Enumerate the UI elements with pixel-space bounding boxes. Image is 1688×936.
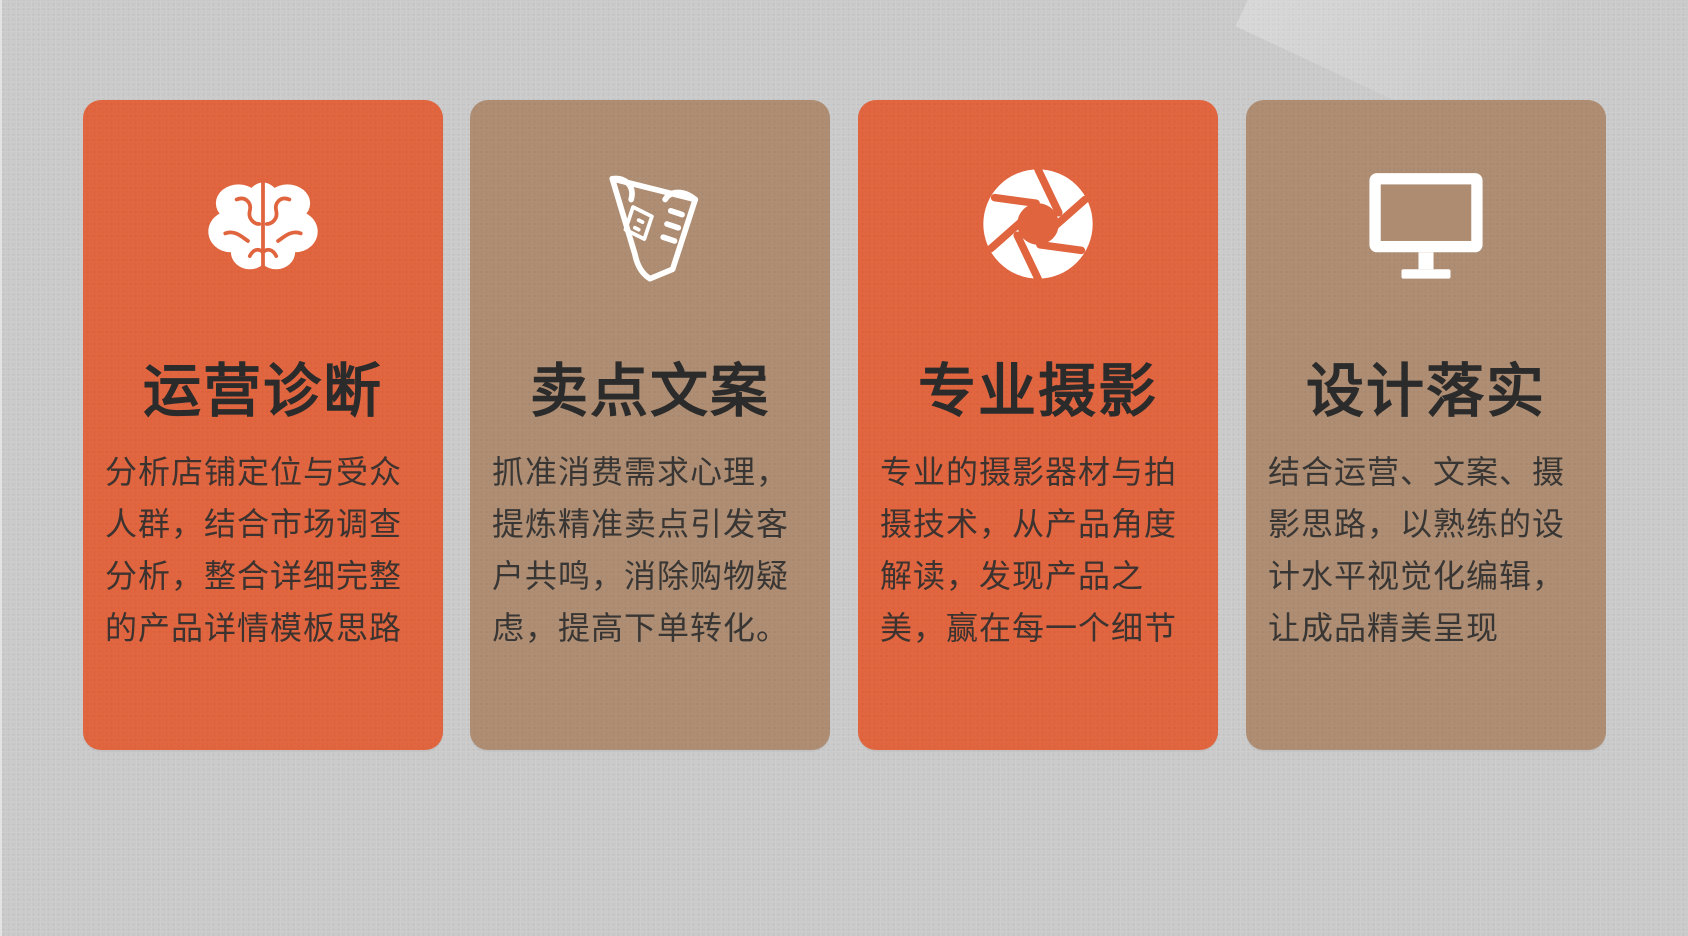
card-icon-container	[1246, 158, 1606, 290]
card-description: 抓准消费需求心理，提炼精准卖点引发客户共鸣，消除购物疑虑，提高下单转化。	[492, 453, 790, 647]
card-title: 运营诊断	[142, 357, 383, 425]
card-icon-container	[470, 158, 830, 290]
service-card-operation-diagnosis: 运营诊断 分析店铺定位与受众人群，结合市场调查分析，整合详细完整的产品详情模板思…	[83, 100, 443, 750]
card-icon-container	[83, 158, 443, 290]
scroll-icon	[609, 175, 699, 282]
card-title: 卖点文案	[529, 357, 770, 425]
service-card-selling-copy: 卖点文案 抓准消费需求心理，提炼精准卖点引发客户共鸣，消除购物疑虑，提高下单转化…	[470, 100, 830, 750]
card-description: 专业的摄影器材与拍摄技术，从产品角度解读，发现产品之美，赢在每一个细节	[880, 453, 1178, 647]
monitor-icon	[1369, 173, 1483, 279]
card-description: 分析店铺定位与受众人群，结合市场调查分析，整合详细完整的产品详情模板思路	[105, 453, 403, 647]
card-title: 专业摄影	[917, 357, 1158, 425]
card-title: 设计落实	[1305, 357, 1546, 425]
card-description: 结合运营、文案、摄影思路，以熟练的设计水平视觉化编辑，让成品精美呈现	[1268, 453, 1566, 647]
service-card-design-implementation: 设计落实 结合运营、文案、摄影思路，以熟练的设计水平视觉化编辑，让成品精美呈现	[1246, 100, 1606, 750]
camera-aperture-icon	[983, 165, 1093, 283]
card-icon-container	[858, 158, 1218, 290]
service-card-professional-photography: 专业摄影 专业的摄影器材与拍摄技术，从产品角度解读，发现产品之美，赢在每一个细节	[858, 100, 1218, 750]
brain-icon	[208, 180, 318, 272]
